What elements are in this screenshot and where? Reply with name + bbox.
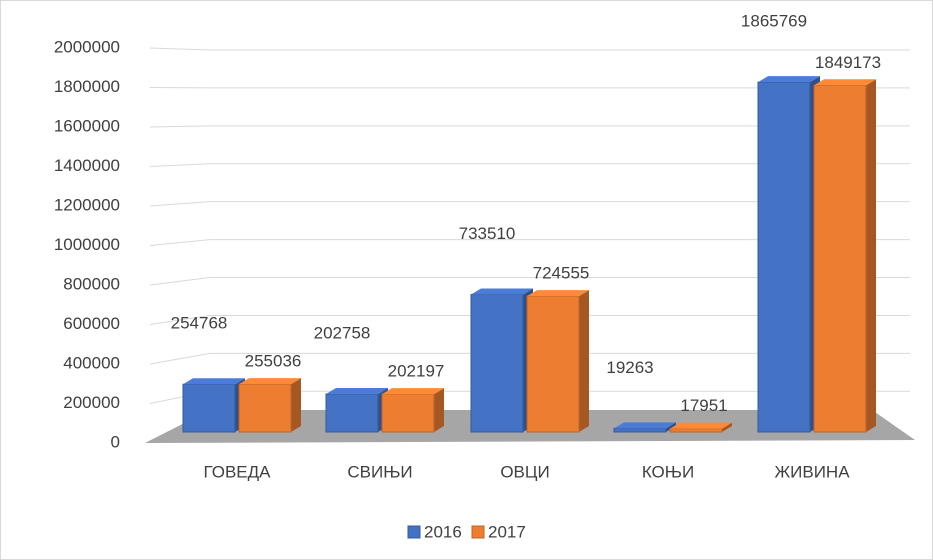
grid-line: [149, 47, 910, 51]
bar-face: [757, 81, 811, 433]
grid-line: [149, 163, 910, 167]
bar: [238, 378, 301, 433]
y-tick-label: 1400000: [54, 156, 120, 175]
bar-face: [669, 428, 723, 433]
legend-label: 2016: [424, 522, 462, 541]
bar-face: [722, 422, 732, 432]
x-tick-label: ОВЦИ: [500, 462, 549, 481]
grid-line: [149, 239, 910, 246]
x-tick-label: ЖИВИНА: [774, 462, 850, 481]
x-tick-label: СВИЊИ: [347, 462, 412, 481]
bar: [470, 288, 533, 433]
bar-face: [527, 290, 589, 297]
data-label: 724555: [533, 264, 590, 283]
x-tick-label: КОЊИ: [642, 462, 694, 481]
bar-face: [182, 383, 236, 433]
bar-face: [613, 427, 667, 433]
y-tick-label: 400000: [63, 353, 120, 372]
bar: [813, 79, 876, 433]
data-label: 255036: [245, 352, 302, 371]
legend-swatch: [407, 525, 421, 539]
legend-swatch: [471, 525, 485, 539]
y-tick-label: 0: [111, 432, 120, 451]
grid-line: [149, 125, 910, 128]
bar-face: [670, 422, 732, 429]
bar: [381, 388, 444, 433]
bar: [757, 76, 820, 433]
y-tick-label: 2000000: [54, 37, 120, 56]
bar-face: [381, 393, 435, 433]
data-label: 1865769: [741, 12, 807, 31]
bar-face: [866, 79, 876, 432]
bar-face: [758, 76, 820, 83]
bar-face: [813, 84, 867, 433]
bar-face: [434, 388, 444, 432]
data-label: 17951: [680, 396, 727, 415]
bar-face: [614, 422, 676, 429]
bar-face: [666, 422, 676, 432]
bar-face: [382, 388, 444, 395]
data-label: 733510: [459, 224, 516, 243]
x-tick-label: ГОВЕДА: [203, 462, 271, 481]
bar: [669, 422, 732, 433]
bar-face: [183, 378, 245, 385]
bar: [613, 422, 676, 433]
bar-face: [814, 79, 876, 86]
bar: [526, 290, 589, 433]
grid-line: [149, 201, 910, 207]
y-tick-label: 600000: [63, 314, 120, 333]
y-tick-label: 1600000: [54, 116, 120, 135]
data-label: 254768: [171, 314, 228, 333]
data-label: 19263: [606, 358, 653, 377]
bar-face: [470, 293, 524, 433]
bar: [182, 378, 245, 433]
data-label: 202197: [388, 362, 445, 381]
bar-face: [239, 378, 301, 385]
bar-face: [579, 290, 589, 432]
y-tick-label: 1800000: [54, 77, 120, 96]
bar-face: [325, 393, 379, 433]
bar-face: [326, 387, 388, 394]
y-tick-label: 800000: [63, 274, 120, 293]
bar-face: [238, 383, 292, 433]
bar-face: [291, 378, 301, 432]
grid-line: [149, 277, 910, 286]
data-label: 1849173: [815, 53, 881, 72]
grid-line: [149, 314, 910, 325]
legend-label: 2017: [488, 522, 526, 541]
y-tick-label: 1000000: [54, 235, 120, 254]
grid-line: [149, 352, 910, 365]
bar-face: [526, 295, 580, 433]
y-tick-label: 1200000: [54, 195, 120, 214]
bar: [325, 387, 388, 433]
bar-face: [471, 288, 533, 295]
y-tick-label: 200000: [63, 393, 120, 412]
data-label: 202758: [314, 323, 371, 342]
